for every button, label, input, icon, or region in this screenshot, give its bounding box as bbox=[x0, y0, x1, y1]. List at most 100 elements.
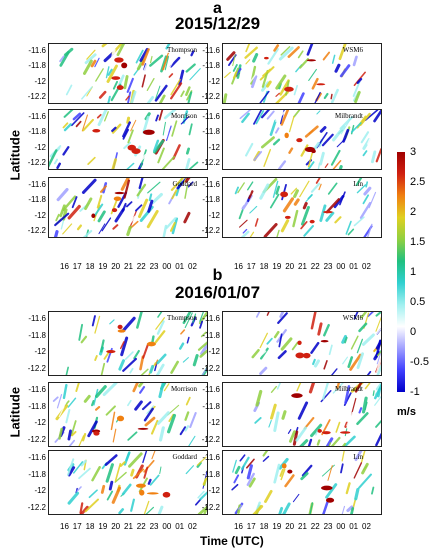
time-tick-label: 18 bbox=[85, 522, 95, 531]
heatmap-streak bbox=[376, 364, 381, 375]
heatmap-streak bbox=[346, 411, 355, 428]
heatmap-streak bbox=[299, 180, 310, 198]
heatmap-streak bbox=[328, 442, 332, 446]
heatmap-panel-thompson: Thompson bbox=[48, 43, 208, 104]
heatmap-streak bbox=[137, 153, 148, 163]
heatmap-streak bbox=[287, 429, 292, 434]
lat-tick-label: -12.2 bbox=[201, 226, 220, 236]
heatmap-streak bbox=[150, 419, 159, 435]
heatmap-streak bbox=[364, 110, 379, 121]
lat-tick-label: -11.8 bbox=[28, 127, 46, 137]
heatmap-field bbox=[239, 110, 381, 169]
time-tick-label: 01 bbox=[349, 522, 359, 531]
colorbar-tick-label: 1.5 bbox=[410, 236, 426, 248]
heatmap-streak bbox=[171, 120, 178, 137]
heatmap-streak bbox=[269, 119, 277, 136]
heatmap-streak bbox=[200, 342, 207, 356]
heatmap-streak bbox=[111, 158, 117, 169]
heatmap-streak bbox=[71, 196, 78, 209]
heatmap-streak bbox=[269, 193, 280, 209]
heatmap-streak bbox=[275, 111, 286, 122]
heatmap-streak bbox=[260, 347, 269, 360]
lat-tick-label: -11.8 bbox=[28, 469, 46, 479]
lat-tick-label: -11.6 bbox=[202, 453, 220, 462]
heatmap-streak bbox=[358, 322, 368, 333]
heatmap-panel-lin: Lin bbox=[222, 450, 382, 515]
lat-tick-label: -11.8 bbox=[28, 401, 46, 411]
heatmap-streak bbox=[261, 69, 269, 88]
heatmap-field bbox=[234, 178, 377, 237]
heatmap-streak bbox=[328, 344, 333, 356]
panel-scheme-label: Morrison bbox=[170, 112, 197, 120]
heatmap-streak bbox=[65, 409, 71, 424]
heatmap-streak bbox=[365, 181, 369, 188]
heatmap-streak bbox=[244, 120, 252, 134]
heatmap-streak bbox=[259, 90, 270, 103]
time-tick-label: 02 bbox=[188, 522, 197, 531]
heatmap-field bbox=[250, 383, 381, 446]
heatmap-streak bbox=[310, 182, 321, 193]
heatmap-streak bbox=[179, 426, 187, 436]
heatmap-streak bbox=[360, 131, 370, 144]
heatmap-streak bbox=[63, 110, 74, 118]
heatmap-streak bbox=[53, 230, 59, 237]
heatmap-streak bbox=[170, 178, 184, 191]
heatmap-streak bbox=[268, 419, 272, 428]
lat-tick-label: -12.2 bbox=[27, 158, 46, 168]
heatmap-streak bbox=[301, 464, 313, 477]
heatmap-streak bbox=[58, 141, 64, 153]
heatmap-streak bbox=[57, 199, 66, 210]
heatmap-core bbox=[297, 340, 302, 345]
heatmap-streak bbox=[112, 224, 119, 230]
heatmap-streak bbox=[122, 121, 131, 138]
heatmap-streak bbox=[344, 385, 351, 405]
heatmap-streak bbox=[70, 420, 77, 437]
heatmap-streak bbox=[188, 123, 193, 136]
heatmap-streak bbox=[375, 327, 381, 336]
heatmap-streak bbox=[62, 195, 77, 211]
heatmap-streak bbox=[180, 116, 189, 125]
heatmap-streak bbox=[297, 92, 305, 103]
colorbar-tick-label: 3 bbox=[410, 146, 417, 158]
heatmap-streak bbox=[186, 336, 190, 344]
heatmap-streak bbox=[107, 68, 113, 76]
heatmap-field bbox=[231, 451, 377, 514]
lat-tick-label: -12 bbox=[208, 142, 220, 152]
time-tick-label: 00 bbox=[162, 522, 172, 531]
heatmap-streak bbox=[375, 433, 381, 446]
heatmap-streak bbox=[275, 185, 280, 195]
colorbar-tick-label: 2.5 bbox=[410, 176, 426, 188]
heatmap-streak bbox=[302, 201, 308, 210]
time-tick-label: 22 bbox=[310, 522, 320, 531]
heatmap-streak bbox=[233, 474, 240, 484]
heatmap-streak bbox=[190, 50, 195, 57]
panel-scheme-label: Goddard bbox=[172, 180, 198, 188]
lat-tick-label: -11.8 bbox=[28, 330, 46, 340]
heatmap-streak bbox=[84, 53, 97, 65]
heatmap-streak bbox=[246, 472, 255, 487]
heatmap-streak bbox=[127, 399, 132, 407]
heatmap-streak bbox=[195, 498, 202, 506]
heatmap-streak bbox=[118, 508, 125, 514]
heatmap-streak bbox=[310, 423, 323, 438]
heatmap-streak bbox=[322, 51, 331, 61]
section-letter-a: a bbox=[213, 0, 222, 17]
heatmap-core bbox=[284, 86, 294, 92]
heatmap-streak bbox=[238, 219, 248, 228]
heatmap-streak bbox=[138, 383, 144, 388]
heatmap-streak bbox=[330, 93, 333, 100]
heatmap-streak bbox=[239, 454, 246, 462]
heatmap-streak bbox=[234, 465, 241, 475]
time-tick-label: 17 bbox=[72, 522, 82, 531]
heatmap-core bbox=[291, 393, 303, 398]
heatmap-streak bbox=[259, 332, 268, 349]
heatmap-streak bbox=[344, 336, 348, 344]
heatmap-streak bbox=[288, 430, 296, 443]
heatmap-core bbox=[264, 56, 269, 60]
heatmap-field bbox=[67, 451, 207, 514]
heatmap-streak bbox=[188, 161, 199, 169]
lat-tick-label: -12.2 bbox=[27, 226, 46, 236]
heatmap-core bbox=[117, 324, 123, 330]
heatmap-streak bbox=[201, 366, 207, 375]
heatmap-streak bbox=[252, 504, 264, 514]
